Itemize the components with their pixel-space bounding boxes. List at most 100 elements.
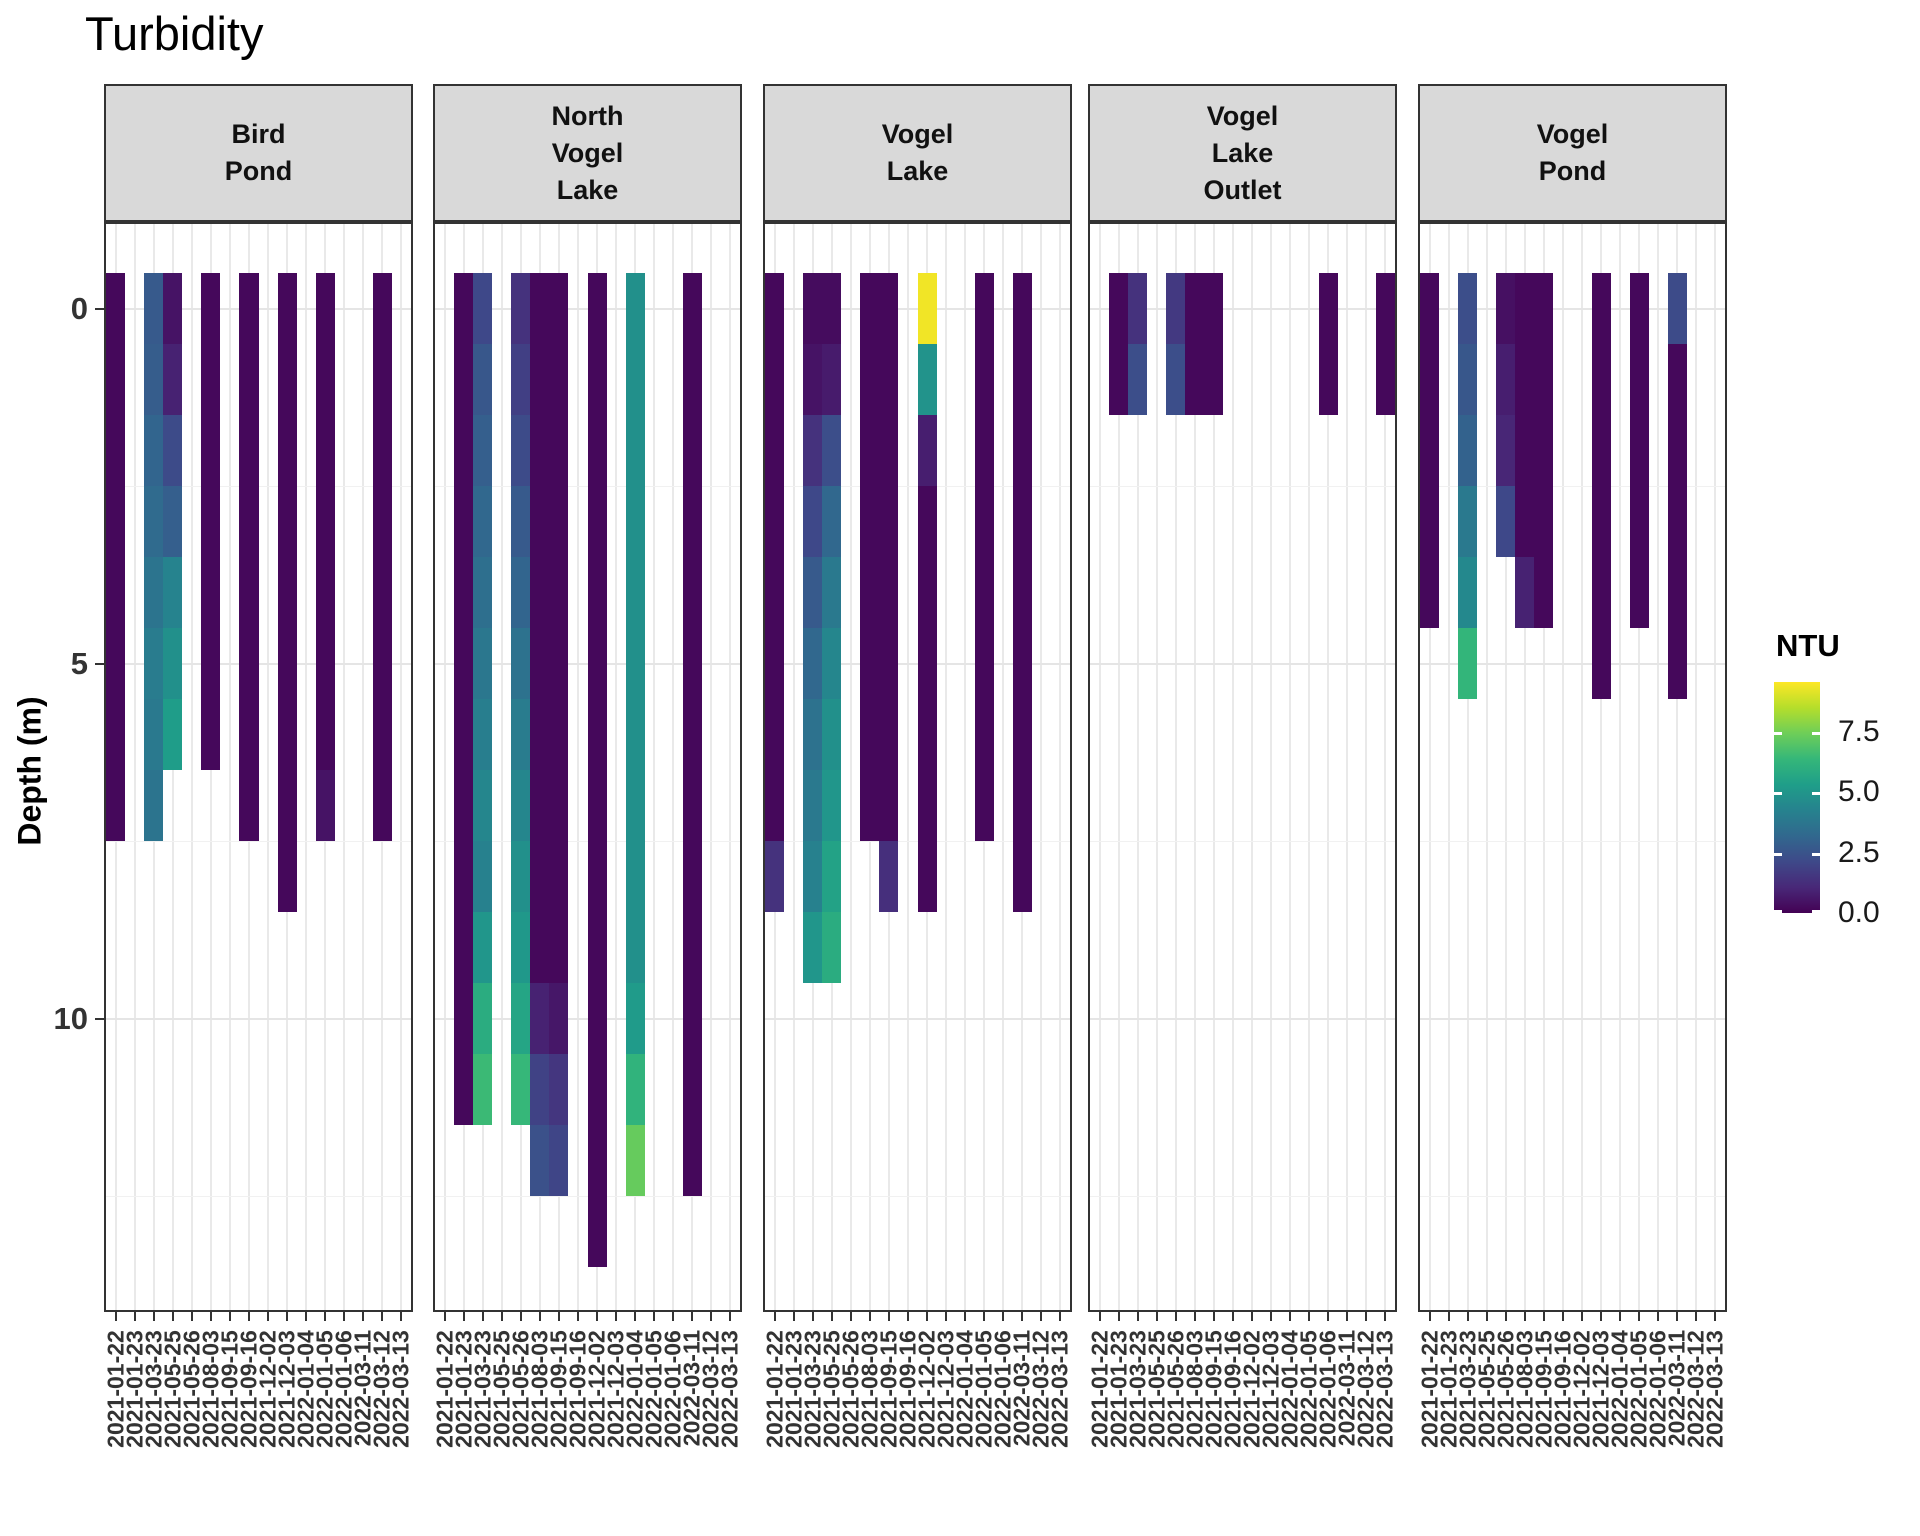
heat-tile (822, 273, 842, 344)
heat-tile (860, 273, 880, 344)
facet-north-vogel-lake: North Vogel Lake 2021-01-22 2021-01-23 2021… (431, 84, 743, 1536)
heat-tile (372, 415, 392, 486)
heat-tile (372, 770, 392, 841)
heat-tile (511, 912, 531, 983)
x-tick (538, 1312, 541, 1321)
heat-tile (239, 415, 259, 486)
x-tick (1021, 1312, 1024, 1321)
heat-tile (682, 983, 702, 1054)
heat-tile (587, 983, 607, 1054)
heat-tile (1109, 273, 1129, 344)
heat-tile (860, 557, 880, 628)
heat-tile (530, 415, 550, 486)
legend-colorbar (1774, 682, 1820, 913)
heat-tile (1515, 415, 1535, 486)
heat-tile (1591, 486, 1611, 557)
x-tick (1523, 1312, 1526, 1321)
heat-tile (454, 415, 474, 486)
gridline-vertical (1466, 224, 1469, 1310)
gridline-vertical (710, 224, 713, 1310)
heat-tile (454, 273, 474, 344)
heat-tile (144, 557, 164, 628)
heat-tile (1629, 557, 1649, 628)
heat-tile (511, 983, 531, 1054)
x-tick (576, 1312, 579, 1321)
heat-tile (511, 1054, 531, 1125)
gridline-vertical (1695, 224, 1698, 1310)
heat-tile (1667, 557, 1687, 628)
gridline-minor (1420, 486, 1725, 487)
heat-tile (1629, 344, 1649, 415)
x-tick (1212, 1312, 1215, 1321)
heat-tile (201, 699, 221, 770)
heat-tile (822, 415, 842, 486)
heat-tile (917, 415, 937, 486)
heat-tile (315, 344, 335, 415)
heat-tile (1420, 557, 1440, 628)
heat-tile (974, 486, 994, 557)
heat-tile (625, 699, 645, 770)
heat-tile (277, 415, 297, 486)
heat-tile (372, 344, 392, 415)
x-tick (634, 1312, 637, 1321)
x-tick (381, 1312, 384, 1321)
heat-tile (1629, 273, 1649, 344)
gridline-vertical (1174, 224, 1177, 1310)
x-tick (190, 1312, 193, 1321)
heat-tile (1591, 557, 1611, 628)
heat-tile (454, 983, 474, 1054)
gridline-vertical (964, 224, 967, 1310)
x-tick (1384, 1312, 1387, 1321)
x-tick (1600, 1312, 1603, 1321)
heat-tile (454, 699, 474, 770)
heat-tile (625, 841, 645, 912)
gridline-minor (1090, 1196, 1395, 1197)
heat-tile (511, 273, 531, 344)
heat-tile (1629, 486, 1649, 557)
facet-strip: Vogel Lake Outlet (1088, 84, 1397, 222)
heat-tile (1591, 628, 1611, 699)
x-tick-label: 2022-03-13 (1046, 1330, 1073, 1448)
heat-tile (144, 770, 164, 841)
gridline-vertical (1581, 224, 1584, 1310)
heat-tile (879, 273, 899, 344)
heat-tile (803, 699, 823, 770)
heat-tile (625, 983, 645, 1054)
heat-tile (277, 273, 297, 344)
gridline-vertical (1289, 224, 1292, 1310)
heat-tile (1534, 557, 1554, 628)
heat-tile (473, 841, 493, 912)
x-tick (152, 1312, 155, 1321)
heat-tile (106, 273, 126, 344)
heat-tile (625, 273, 645, 344)
heat-tile (682, 912, 702, 983)
x-tick (945, 1312, 948, 1321)
heat-tile (1166, 344, 1186, 415)
heat-tile (587, 1196, 607, 1267)
heat-tile (682, 699, 702, 770)
heat-tile (1458, 486, 1478, 557)
gridline-vertical (1619, 224, 1622, 1310)
heat-tile (1515, 486, 1535, 557)
x-tick (792, 1312, 795, 1321)
heat-tile (454, 912, 474, 983)
heat-tile (860, 486, 880, 557)
heat-tile (974, 344, 994, 415)
x-tick (729, 1312, 732, 1321)
heat-tile (473, 557, 493, 628)
heat-tile (1515, 344, 1535, 415)
x-tick (1098, 1312, 1101, 1321)
gridline-vertical (228, 224, 231, 1310)
heat-tile (879, 486, 899, 557)
heat-tile (860, 415, 880, 486)
facet-bird-pond: Bird Pond 2021-01-22 2021-01-23 2021-03-23 2… (102, 84, 414, 1536)
gridline-minor (106, 841, 411, 842)
heat-tile (682, 841, 702, 912)
heat-tile (625, 628, 645, 699)
heat-tile (1591, 273, 1611, 344)
heat-tile (239, 557, 259, 628)
heat-tile (587, 770, 607, 841)
x-tick (209, 1312, 212, 1321)
heat-tile (372, 273, 392, 344)
